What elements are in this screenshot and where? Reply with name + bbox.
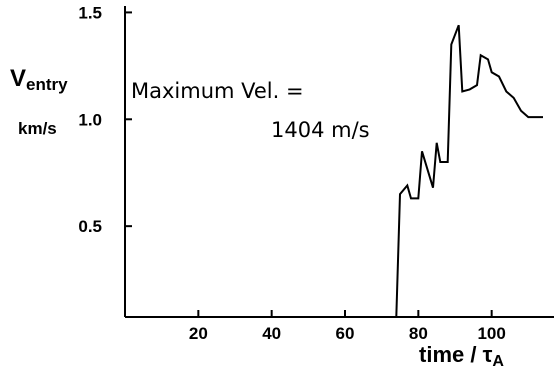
plot-frame: [124, 6, 554, 318]
annotation-line-2: 1404 m/s: [271, 118, 370, 142]
y-tick-label: 1.5: [78, 3, 102, 22]
series-line: [395, 24, 543, 318]
x-tick-label: 40: [262, 324, 281, 343]
x-tick-label: 100: [477, 324, 505, 343]
annotation-line-1: Maximum Vel. =: [131, 79, 304, 103]
x-ticks: 20 40 60 80 100: [189, 310, 506, 343]
y-axis-label: Ventry: [10, 65, 68, 94]
x-axis-label: time / τA: [419, 342, 504, 370]
x-tick-label: 80: [409, 324, 428, 343]
x-tick-label: 20: [189, 324, 208, 343]
y-tick-label: 0.5: [78, 217, 102, 236]
y-ticks: 0.5 1.0 1.5: [78, 3, 132, 236]
x-tick-label: 60: [336, 324, 355, 343]
series-group: [395, 24, 543, 318]
y-axis-unit: km/s: [18, 119, 57, 138]
y-tick-label: 1.0: [78, 110, 102, 129]
